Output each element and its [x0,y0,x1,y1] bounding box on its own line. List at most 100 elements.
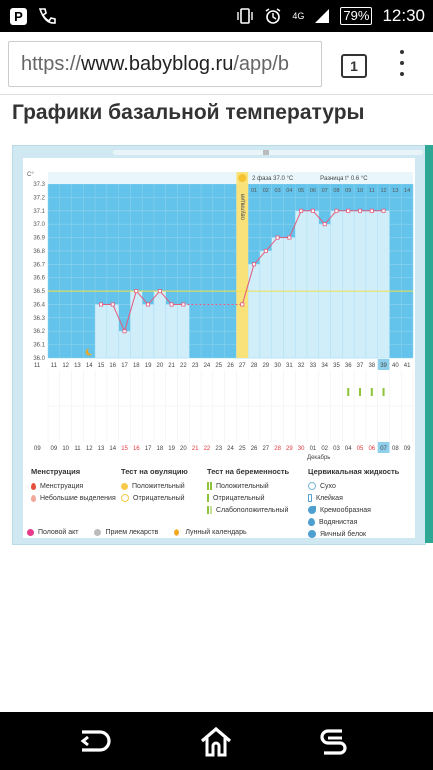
url-field[interactable]: https://www.babyblog.ru/app/b [8,41,322,87]
legend-bottom-row: Половой акт Прием лекарств Лунный календ… [27,526,247,538]
temperature-point [240,302,245,307]
date-label: 30 [298,446,305,452]
p-notification-icon: P [10,7,27,25]
date-label: 09 [404,446,411,452]
cycle-day-label: 26 [227,363,234,369]
tab-switcher-button[interactable]: 1 [341,54,367,78]
cycle-day-label: 15 [98,363,105,369]
phase-day-number: 06 [310,188,316,194]
temperature-bar [94,304,108,359]
date-label: 24 [227,446,234,452]
date-label: 29 [286,446,293,452]
legend-ovulation-test: Тест на овуляцию Положительный Отрицател… [121,467,188,504]
phase-day-number: 02 [263,188,269,194]
pregnancy-test-marker [347,388,350,396]
y-tick-label: 36.6 [33,276,45,282]
positive-bars-icon [207,482,212,490]
cycle-day-label: 21 [168,363,175,369]
legend-ovulation-title: Тест на овуляцию [121,467,188,476]
y-tick-label: 36.3 [33,316,45,322]
legend-item: Сухо [320,482,336,490]
home-button[interactable] [198,726,234,757]
date-label: 27 [262,446,269,452]
temperature-bar [118,331,131,359]
temperature-point [358,208,363,213]
cycle-day-label: 17 [121,363,128,369]
chart-plot-area: 37.3 37.2 37.1 37.0 36.9 36.8 36.7 36.6 36.5 36.4… [23,158,415,538]
cycle-day-label: 25 [215,363,222,369]
date-label: 22 [204,446,211,452]
pregnancy-test-marker [359,388,362,396]
y-tick-label: 36.4 [33,302,45,308]
temperature-bar [177,304,190,359]
temperature-bar [283,237,296,359]
temperature-point [146,302,151,307]
date-label: 19 [168,446,175,452]
pregnancy-test-marker [370,388,373,396]
legend-item: Прием лекарств [105,528,159,536]
wifi-call-icon [38,8,56,24]
cycle-day-label: 29 [262,363,269,369]
y-unit-label: С° [27,172,34,178]
highlighted-date-cell [377,442,390,453]
date-label: 26 [251,446,258,452]
date-label: 06 [368,446,375,452]
moon-icon [174,528,182,536]
overflow-menu-icon[interactable] [398,50,406,76]
date-label: 25 [239,446,246,452]
y-tick-label: 36.0 [33,356,45,362]
date-label: 20 [180,446,187,452]
cycle-day-label: 23 [192,363,199,369]
date-label: 04 [345,446,352,452]
legend-pregnancy-title: Тест на беременность [207,467,290,476]
date-label: 09 [51,446,58,452]
cycle-day-label: 40 [392,363,399,369]
temperature-point [169,302,174,307]
temperature-bar [377,210,390,359]
phase-day-number: 10 [357,188,363,194]
chart-legend: Менструация Менструация Небольшие выделе… [23,463,415,538]
legend-item: Положительный [216,482,269,490]
temperature-bar [165,304,178,359]
date-label: 02 [321,446,328,452]
cycle-day-label: 24 [204,363,211,369]
back-button[interactable] [76,726,112,756]
network-type-label: 4G [292,11,305,21]
temperature-line [241,264,255,305]
cycle-day-label: 11 [34,363,41,369]
legend-item: Отрицательный [133,494,185,502]
pill-icon [94,528,102,536]
recent-apps-icon [320,729,347,755]
temperature-point [252,262,257,267]
moon-marker-shadow [88,348,95,354]
legend-item: Небольшие выделения [40,494,116,502]
temperature-bar [353,210,367,359]
y-tick-label: 36.9 [33,236,45,242]
date-label: 01 [310,446,317,452]
cycle-day-label: 12 [62,363,69,369]
temperature-line [253,250,267,265]
temperature-line [159,290,173,305]
date-label: 12 [86,446,93,452]
cycle-day-label: 36 [345,363,352,369]
temperature-point [157,289,162,294]
chart-horizontal-scrollbar[interactable] [113,150,423,155]
recent-apps-button[interactable] [316,726,352,756]
y-tick-label: 37.2 [33,195,45,201]
legend-item: Отрицательный [213,494,265,502]
date-label: 28 [274,446,281,452]
date-label: 16 [133,446,140,452]
creamy-icon [308,506,316,514]
pregnancy-test-marker [382,388,385,396]
browser-toolbar: https://www.babyblog.ru/app/b 1 [0,32,433,95]
dry-circle-icon [308,482,316,490]
temperature-bar [259,250,272,359]
temperature-point [263,248,268,253]
temperature-bar [130,290,143,359]
cycle-day-label: 20 [157,363,164,369]
weak-positive-bars-icon [207,506,212,514]
ovulation-sun-icon [238,174,247,182]
temperature-point [98,302,103,307]
positive-circle-icon [121,482,128,490]
diff-info: Разница t° 0.6 °С [320,176,368,182]
